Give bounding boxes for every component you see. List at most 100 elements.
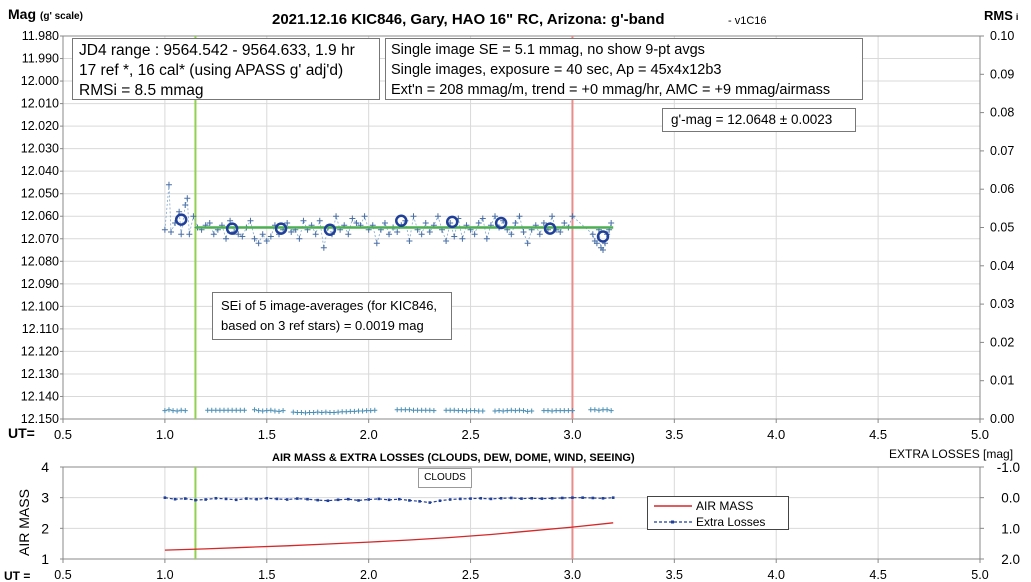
legend-item-extra-losses: Extra Losses xyxy=(648,514,788,530)
legend-item-air-mass: AIR MASS xyxy=(648,498,788,514)
gmag-result-box: g'-mag = 12.0648 ± 0.0023 xyxy=(662,108,856,132)
rms-point xyxy=(182,408,188,414)
single-image-point xyxy=(483,235,490,242)
extra-losses-point xyxy=(459,497,462,501)
y2-tick-label: 0.05 xyxy=(990,221,1014,235)
extra-losses-axis-label: EXTRA LOSSES [mag] xyxy=(889,447,1013,461)
y2-tick-label: 0.04 xyxy=(990,259,1014,273)
single-image-point xyxy=(475,219,482,226)
average-point xyxy=(494,216,508,230)
single-image-point xyxy=(536,231,543,238)
single-image-point xyxy=(320,244,327,251)
extra-losses-line xyxy=(164,497,614,504)
extra-losses-point xyxy=(581,496,584,499)
single-image-point xyxy=(168,229,175,236)
single-image-point xyxy=(549,213,556,220)
y-tick-label: 12.070 xyxy=(21,232,59,246)
y-axis-label-sub: (g' scale) xyxy=(40,11,83,22)
single-image-point xyxy=(255,240,262,247)
single-image-point xyxy=(235,231,242,238)
average-point xyxy=(225,222,239,235)
y-tick-label: 12.060 xyxy=(21,209,59,223)
y2-tick-label: 0.06 xyxy=(990,182,1014,196)
airmass-axis-label: AIR MASS xyxy=(16,489,32,556)
extinction-text: Ext'n = 208 mmag/m, trend = +0 mmag/hr, … xyxy=(391,82,831,98)
rms-point xyxy=(166,407,172,413)
y2-axis-label-sub: i xyxy=(1016,12,1019,22)
extra-losses-point xyxy=(469,497,472,500)
single-image-point xyxy=(479,215,486,222)
extra-losses-point xyxy=(448,498,452,501)
extra-losses-point xyxy=(438,499,442,503)
y-tick-label: 12.000 xyxy=(21,74,59,88)
single-image-point xyxy=(288,229,295,236)
x-tick-label: 3.5 xyxy=(666,568,683,582)
ref-stars-text: 17 ref *, 16 cal* (using APASS g' adj'd) xyxy=(79,62,344,79)
single-images-line xyxy=(164,184,612,251)
y-tick-label: 12.120 xyxy=(21,344,59,358)
chart-title: 2021.12.16 KIC846, Gary, HAO 16" RC, Ari… xyxy=(272,11,664,28)
single-image-point xyxy=(569,213,576,220)
rmsi-text: RMSi = 8.5 mmag xyxy=(79,82,204,99)
extra-losses-point xyxy=(234,498,238,502)
extra-losses-point xyxy=(265,496,269,500)
extra-losses-point xyxy=(479,496,483,500)
single-image-point xyxy=(353,219,360,226)
extra-losses-point xyxy=(540,497,544,500)
average-point xyxy=(323,223,337,237)
jd-range-box: JD4 range : 9564.542 - 9564.633, 1.9 hr … xyxy=(72,38,380,100)
x-tick-label: 1.5 xyxy=(258,568,275,582)
rms-point xyxy=(268,407,274,413)
single-image-point xyxy=(361,213,368,220)
extra-losses-point xyxy=(255,497,258,501)
sei-text-line2: based on 3 ref stars) = 0.0019 mag xyxy=(221,318,424,333)
rms-point xyxy=(480,408,486,414)
single-image-point xyxy=(608,219,615,226)
single-image-point xyxy=(406,238,413,245)
extra-losses-point xyxy=(560,496,564,500)
plot-frame xyxy=(62,466,981,560)
single-image-point xyxy=(247,217,254,224)
single-image-point xyxy=(540,219,547,226)
x-tick-label: 4.5 xyxy=(869,427,887,442)
sei-box: SEi of 5 image-averages (for KIC846, bas… xyxy=(212,292,452,340)
extra-losses-point xyxy=(316,498,320,502)
y2-tick-label: 0.03 xyxy=(990,297,1014,311)
single-image-point xyxy=(593,240,600,247)
y-tick-label: 1 xyxy=(41,551,49,567)
y-tick-label: 2 xyxy=(41,520,49,536)
y-tick-label: 11.990 xyxy=(22,52,59,66)
legend-swatch-extra-losses xyxy=(654,520,692,524)
rms-point xyxy=(276,408,282,414)
y2-axis-label: RMS i xyxy=(984,8,1018,23)
single-image-point xyxy=(345,231,352,238)
x-tick-label: 0.5 xyxy=(54,568,71,582)
extra-losses-point xyxy=(357,499,360,502)
single-image-point xyxy=(426,229,433,236)
single-image-se-text: Single image SE = 5.1 mmag, no show 9-pt… xyxy=(391,42,705,58)
y2-tick-label: 0.08 xyxy=(990,106,1014,120)
extra-losses-point xyxy=(550,496,554,500)
single-image-point xyxy=(524,240,531,247)
x-tick-label: 4.0 xyxy=(768,568,785,582)
extra-losses-point xyxy=(296,497,299,500)
single-image-point xyxy=(259,231,266,238)
single-image-point xyxy=(557,229,564,236)
x-tick-label: 3.0 xyxy=(564,568,581,582)
single-image-point xyxy=(210,231,217,238)
y-tick-label: 12.110 xyxy=(22,322,59,336)
y-tick-label: 12.130 xyxy=(21,367,59,381)
rms-point xyxy=(604,407,610,413)
average-point xyxy=(274,222,288,235)
extra-losses-point xyxy=(601,496,605,500)
exposure-text: Single images, exposure = 40 sec, Ap = 4… xyxy=(391,62,722,78)
single-image-point xyxy=(184,195,191,202)
single-image-point xyxy=(422,219,429,226)
single-image-point xyxy=(251,235,258,242)
average-point xyxy=(174,213,188,226)
y2-tick-label: 0.10 xyxy=(990,29,1014,43)
x-tick-label: 2.0 xyxy=(360,568,377,582)
single-image-point xyxy=(410,213,417,220)
single-image-point xyxy=(312,231,319,238)
